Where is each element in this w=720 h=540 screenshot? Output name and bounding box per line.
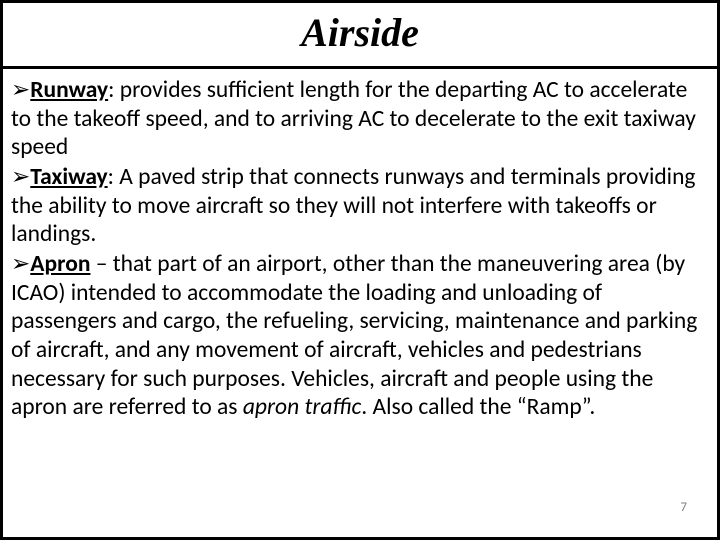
title-region: Airside [3,3,717,69]
separator: – [90,250,112,278]
separator: : [108,76,120,104]
bullet-icon: ➢ [11,75,30,103]
body-text-italic: apron traffic [243,393,361,421]
slide-title: Airside [3,9,717,56]
bullet-icon: ➢ [11,249,30,277]
list-item: ➢Taxiway: A paved strip that connects ru… [11,162,709,249]
slide-frame: Airside ➢Runway: provides sufficient len… [0,0,720,540]
term-text: Runway [30,76,108,104]
body-text-post: . Also called the “Ramp”. [361,393,595,421]
list-item: ➢Runway: provides sufficient length for … [11,75,709,162]
term-text: Apron [30,250,90,278]
term-text: Taxiway [30,163,107,191]
list-item: ➢Apron – that part of an airport, other … [11,249,709,422]
bullet-icon: ➢ [11,162,30,190]
page-number: 7 [680,500,687,515]
separator: : [108,163,120,191]
content-region: ➢Runway: provides sufficient length for … [3,69,717,422]
